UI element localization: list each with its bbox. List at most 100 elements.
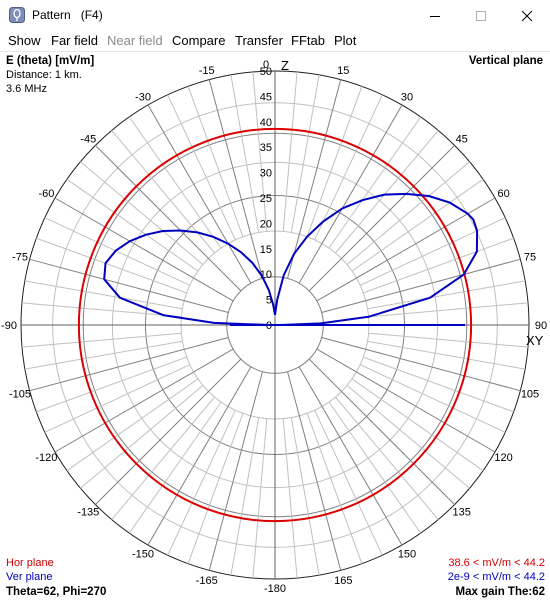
angle-label: -150	[132, 549, 154, 561]
angle-label: 165	[334, 575, 352, 587]
angle-label: -75	[12, 252, 28, 264]
angle-label: 0	[263, 59, 269, 71]
angle-label: -45	[80, 133, 96, 145]
hor-plane-legend: Hor plane	[6, 557, 54, 569]
menu-fftab[interactable]: FFtab	[291, 33, 325, 48]
grid-spoke	[36, 237, 187, 294]
radial-tick-label: 45	[260, 91, 272, 103]
hor-plane-curve	[77, 127, 473, 523]
grid-spoke	[147, 366, 252, 546]
angle-label: 60	[497, 188, 509, 200]
grid-spoke	[314, 94, 383, 241]
grid-spoke	[111, 396, 215, 520]
radial-tick-label: 35	[260, 142, 272, 154]
grid-spoke	[44, 364, 191, 433]
grid-spoke	[306, 413, 363, 564]
grid-spoke	[316, 197, 496, 302]
angle-label: -90	[1, 320, 17, 332]
grid-spoke	[95, 145, 242, 292]
angle-label: 45	[456, 133, 468, 145]
angle-label: -30	[135, 91, 151, 103]
polar-chart: 0510152025303540455001530456075901051201…	[1, 58, 547, 595]
ver-range-label: 2e-9 < mV/m < 44.2	[447, 571, 545, 583]
angle-label: 120	[494, 452, 512, 464]
angle-label: -135	[77, 507, 99, 519]
grid-spoke	[24, 340, 183, 370]
grid-spoke	[367, 340, 526, 370]
menu-compare[interactable]: Compare	[172, 33, 226, 48]
grid-spoke	[290, 417, 320, 576]
grid-spoke	[368, 302, 529, 318]
angle-label: -120	[35, 452, 57, 464]
grid-spoke	[314, 409, 383, 556]
menu-transfer[interactable]: Transfer	[235, 33, 283, 48]
menu-show[interactable]: Show	[8, 33, 41, 48]
grid-spoke	[359, 217, 506, 286]
angle-label: 90	[535, 320, 547, 332]
minimize-button[interactable]	[412, 0, 458, 31]
grid-spoke	[230, 74, 260, 233]
grid-spoke	[298, 366, 403, 546]
angle-label: 30	[401, 91, 413, 103]
angle-label: -180	[264, 583, 286, 595]
menu-bar: Show Far field Near field Compare Transf…	[0, 31, 550, 52]
grid-spoke	[252, 71, 268, 232]
quantity-label: E (theta) [mV/m]	[6, 55, 95, 67]
grid-spoke	[230, 417, 260, 576]
close-button[interactable]	[504, 0, 550, 31]
grid-spoke	[167, 94, 236, 241]
grid-spoke	[21, 302, 182, 318]
radial-tick-label: 30	[260, 168, 272, 180]
grid-spoke	[328, 116, 422, 249]
ver-plane-lobe-left	[103, 229, 276, 326]
grid-spoke	[346, 161, 470, 265]
hor-range-label: 38.6 < mV/m < 44.2	[448, 557, 545, 569]
grid-spoke	[328, 401, 422, 534]
minimize-icon	[430, 15, 440, 17]
grid-spoke	[66, 378, 199, 472]
radial-tick-label: 50	[260, 66, 272, 78]
grid-spoke	[80, 161, 204, 265]
window-title: Pattern (F4)	[32, 8, 103, 22]
maximize-button[interactable]	[458, 0, 504, 31]
grid-spoke	[24, 280, 183, 310]
menu-plot[interactable]: Plot	[334, 33, 357, 48]
grid-spoke	[282, 71, 298, 232]
frequency-label: 3.6 MHz	[6, 83, 47, 95]
z-axis-label: Z	[281, 58, 289, 73]
grid-spoke	[54, 348, 234, 453]
grid-spoke	[208, 371, 263, 571]
ver-plane-lobe-right	[274, 192, 479, 326]
grid-spoke	[167, 409, 236, 556]
grid-spoke	[252, 418, 268, 579]
plot-area: 0510152025303540455001530456075901051201…	[0, 52, 550, 600]
grid-spoke	[335, 130, 439, 254]
grid-spoke	[359, 364, 506, 433]
angle-label: 135	[453, 507, 471, 519]
plane-label: Vertical plane	[468, 55, 543, 67]
grid-spoke	[290, 74, 320, 233]
radial-tick-label: 5	[266, 295, 272, 307]
grid-spoke	[368, 332, 529, 348]
radial-tick-label: 20	[260, 218, 272, 230]
grid-spoke	[44, 217, 191, 286]
grid-spoke	[29, 337, 229, 392]
maximize-icon	[476, 10, 486, 21]
title-bar: Pattern (F4)	[0, 0, 550, 31]
xy-axis-label: XY	[526, 333, 544, 348]
grid-spoke	[363, 356, 514, 413]
close-icon	[521, 10, 533, 21]
grid-spoke	[346, 385, 470, 489]
menu-far-field[interactable]: Far field	[51, 33, 98, 48]
grid-spoke	[308, 358, 455, 505]
radial-tick-label: 40	[260, 117, 272, 129]
grid-spoke	[29, 258, 229, 313]
grid-spoke	[363, 237, 514, 294]
grid-spoke	[287, 371, 342, 571]
grid-spoke	[351, 378, 484, 472]
menu-near-field[interactable]: Near field	[107, 33, 163, 48]
grid-spoke	[335, 396, 439, 520]
angle-label: -105	[9, 388, 31, 400]
grid-spoke	[54, 197, 234, 302]
grid-spoke	[298, 104, 403, 284]
